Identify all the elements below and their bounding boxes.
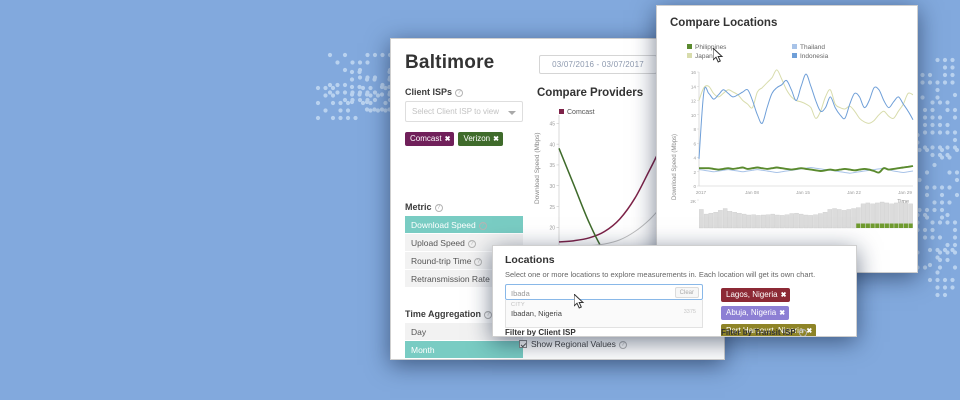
svg-text:4: 4 bbox=[693, 156, 696, 161]
svg-text:40: 40 bbox=[549, 142, 555, 148]
legend-item-philippines[interactable]: Philippines bbox=[687, 44, 792, 51]
svg-text:Jan 15: Jan 15 bbox=[796, 190, 810, 195]
svg-text:45: 45 bbox=[549, 122, 555, 128]
remove-tag-icon[interactable]: ✖ bbox=[806, 328, 812, 335]
location-result-item[interactable]: Ibadan, Nigeria 3375 bbox=[506, 308, 702, 318]
help-icon[interactable]: ? bbox=[468, 240, 476, 248]
help-icon[interactable]: ? bbox=[474, 258, 482, 266]
metric-label: Metric? bbox=[405, 202, 443, 212]
clear-search-button[interactable]: Clear bbox=[675, 287, 699, 298]
show-regional-values-row[interactable]: Show Regional Values? bbox=[519, 339, 627, 349]
svg-text:10: 10 bbox=[691, 113, 697, 118]
tag[interactable]: Verizon ✖ bbox=[458, 132, 503, 146]
svg-text:2: 2 bbox=[693, 170, 696, 175]
svg-text:16: 16 bbox=[691, 70, 697, 75]
svg-text:Jan 22: Jan 22 bbox=[847, 190, 861, 195]
svg-text:12: 12 bbox=[691, 99, 697, 104]
svg-text:Jan 08: Jan 08 bbox=[745, 190, 759, 195]
help-icon[interactable]: ? bbox=[479, 222, 487, 230]
mouse-cursor bbox=[574, 294, 586, 310]
locations-modal: Locations Select one or more locations t… bbox=[492, 245, 857, 337]
help-icon[interactable]: ? bbox=[619, 341, 627, 349]
location-search-input[interactable]: Ibada Clear bbox=[505, 284, 703, 300]
svg-text:2017: 2017 bbox=[696, 190, 707, 195]
svg-text:30: 30 bbox=[549, 184, 555, 190]
location-search-results: CITY Ibadan, Nigeria 3375 bbox=[505, 300, 703, 328]
show-regional-values-label: Show Regional Values bbox=[531, 339, 616, 349]
legend-item-thailand[interactable]: Thailand bbox=[792, 44, 897, 51]
time-aggregation-option-month[interactable]: Month bbox=[405, 341, 523, 359]
svg-text:2K: 2K bbox=[690, 199, 697, 204]
compare-locations-chart: 0 2 4 6 8 10 12 14 16 2017 Jan 08 Jan 15 Jan 22 Jan 2… bbox=[677, 68, 915, 233]
compare-locations-title: Compare Locations bbox=[670, 17, 777, 29]
location-search-value: Ibada bbox=[511, 289, 530, 298]
chevron-down-icon bbox=[508, 111, 516, 115]
help-icon[interactable]: ? bbox=[455, 89, 463, 97]
legend-item-indonesia[interactable]: Indonesia bbox=[792, 53, 897, 60]
result-group-label: CITY bbox=[506, 300, 702, 308]
locations-modal-title: Locations bbox=[505, 254, 555, 266]
help-icon[interactable]: ? bbox=[799, 329, 807, 337]
legend-swatch-thailand bbox=[792, 44, 797, 49]
remove-tag-icon[interactable]: ✖ bbox=[779, 310, 785, 317]
locations-modal-description: Select one or more locations to explore … bbox=[505, 270, 815, 279]
remove-tag-icon[interactable]: ✖ bbox=[781, 292, 787, 299]
svg-text:8: 8 bbox=[693, 127, 696, 132]
time-aggregation-option-year[interactable]: Year bbox=[405, 359, 523, 360]
remove-tag-icon[interactable]: ✖ bbox=[445, 136, 451, 143]
legend-swatch-indonesia bbox=[792, 53, 797, 58]
remove-tag-icon[interactable]: ✖ bbox=[493, 136, 499, 143]
page-title: Baltimore bbox=[405, 52, 494, 74]
svg-text:20: 20 bbox=[549, 226, 555, 232]
location-result-label: Ibadan, Nigeria bbox=[511, 309, 562, 318]
svg-text:0: 0 bbox=[693, 184, 696, 189]
tag[interactable]: Lagos, Nigeria ✖ bbox=[721, 288, 790, 302]
tag[interactable]: Comcast ✖ bbox=[405, 132, 454, 146]
time-aggregation-label: Time Aggregation? bbox=[405, 309, 492, 319]
compare-providers-title: Compare Providers bbox=[537, 87, 643, 99]
metric-option-download-speed[interactable]: Download Speed? bbox=[405, 216, 523, 234]
location-result-count: 3375 bbox=[684, 309, 696, 315]
client-isp-select[interactable]: Select Client ISP to view bbox=[405, 101, 523, 122]
client-isps-label: Client ISPs? bbox=[405, 87, 463, 97]
filter-by-client-isp-label: Filter by Client ISP bbox=[505, 328, 576, 337]
compare-locations-panel: Compare Locations Philippines ThailandJap… bbox=[656, 5, 918, 273]
svg-text:14: 14 bbox=[691, 84, 697, 89]
legend-item-japan[interactable]: Japan bbox=[687, 53, 792, 60]
filter-by-transit-isp-label: Filter by Transit ISP? bbox=[721, 328, 807, 337]
svg-text:35: 35 bbox=[549, 163, 555, 169]
legend-swatch-philippines bbox=[687, 44, 692, 49]
svg-text:6: 6 bbox=[693, 141, 696, 146]
svg-text:Jan 29: Jan 29 bbox=[898, 190, 912, 195]
compare-locations-y-axis-label: Download Speed (Mbps) bbox=[672, 134, 678, 200]
mouse-cursor bbox=[713, 48, 725, 64]
help-icon[interactable]: ? bbox=[484, 311, 492, 319]
tag[interactable]: Abuja, Nigeria ✖ bbox=[721, 306, 789, 320]
help-icon[interactable]: ? bbox=[435, 204, 443, 212]
client-isp-placeholder: Select Client ISP to view bbox=[412, 107, 499, 116]
show-regional-values-checkbox[interactable] bbox=[519, 340, 527, 348]
client-isp-tag-list: Comcast ✖ Verizon ✖ bbox=[405, 128, 507, 146]
legend-swatch-japan bbox=[687, 53, 692, 58]
date-range-picker[interactable]: 03/07/2016 - 03/07/2017 bbox=[539, 55, 657, 74]
svg-text:25: 25 bbox=[549, 205, 555, 211]
